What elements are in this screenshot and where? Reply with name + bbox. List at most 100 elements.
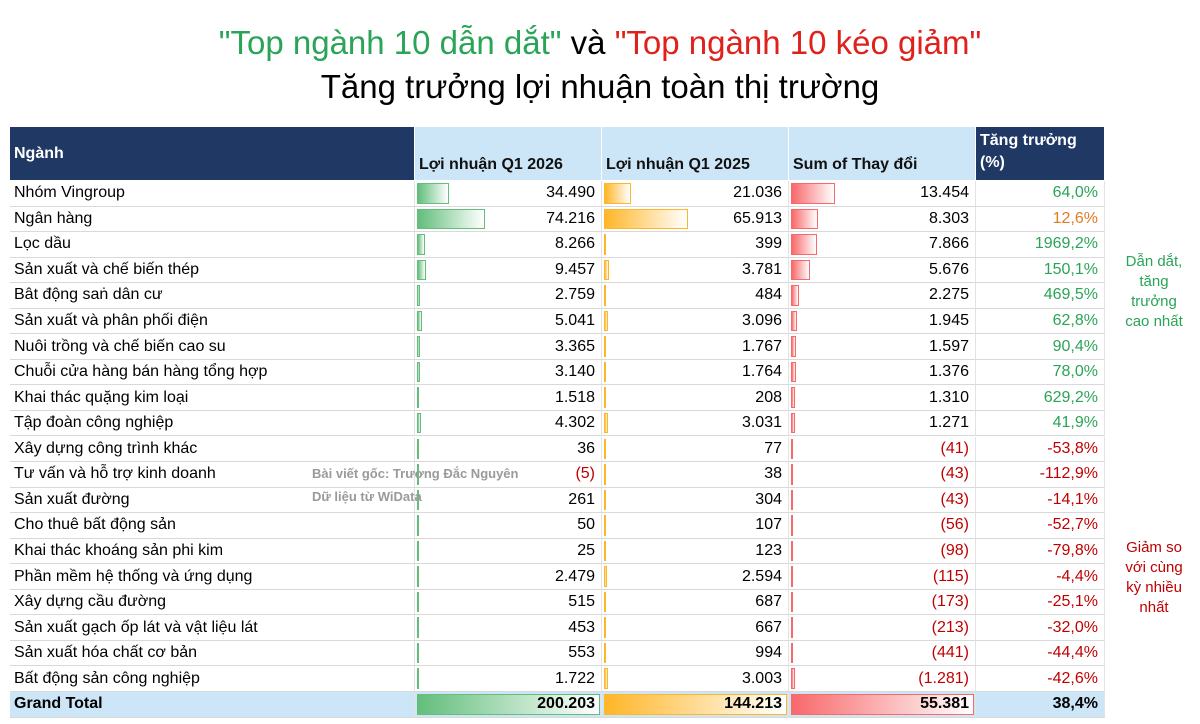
value-text: 3.096: [741, 312, 782, 330]
value-text: 62,8%: [1052, 312, 1098, 330]
value-cell: 8.266: [415, 232, 602, 258]
value-text: 208: [755, 388, 782, 406]
value-text: (41): [940, 439, 969, 457]
data-bar: [417, 617, 419, 638]
data-bar: [791, 642, 793, 664]
value-cell: 34.490: [415, 181, 602, 207]
value-cell: -4,4%: [976, 564, 1105, 590]
value-cell: 13.454: [789, 181, 976, 207]
value-cell: -112,9%: [976, 462, 1105, 488]
value-text: -14,1%: [1047, 490, 1098, 508]
value-text: 200.203: [537, 695, 595, 713]
data-bar: [791, 208, 819, 230]
value-cell: 150,1%: [976, 257, 1105, 284]
data-bar: [791, 285, 799, 306]
value-text: 1.597: [928, 337, 969, 355]
data-bar: [791, 412, 796, 434]
value-text: 304: [755, 490, 782, 508]
data-bar: [417, 234, 425, 255]
value-text: 1.271: [928, 414, 969, 432]
value-cell: 25: [415, 538, 602, 565]
value-text: 9.457: [554, 260, 595, 278]
value-cell: 1.518: [415, 385, 602, 411]
row-label: Ngân hàng: [10, 206, 415, 233]
data-bar: [791, 234, 817, 255]
value-cell: 90,4%: [976, 334, 1105, 360]
value-cell: -25,1%: [976, 589, 1105, 616]
value-cell: 9.457: [415, 257, 602, 284]
data-bar: [604, 259, 609, 281]
data-bar: [791, 438, 793, 460]
value-cell: -52,7%: [976, 513, 1105, 539]
value-cell: 484: [602, 283, 789, 309]
value-text: 144.213: [724, 695, 782, 713]
value-cell: 50: [415, 513, 602, 539]
data-bar: [604, 336, 607, 357]
value-cell: 994: [602, 640, 789, 667]
data-bar: [791, 259, 810, 281]
value-cell: 2.759: [415, 283, 602, 309]
value-text: 994: [755, 644, 782, 662]
total-label: Grand Total: [10, 692, 415, 718]
data-bar: [417, 412, 421, 434]
value-cell: 41,9%: [976, 410, 1105, 437]
data-bar: [791, 464, 793, 485]
data-bar: [417, 694, 600, 715]
value-cell: 5.676: [789, 257, 976, 284]
data-bar: [604, 617, 606, 638]
data-bar: [417, 208, 485, 230]
value-text: -4,4%: [1056, 567, 1098, 585]
value-cell: 1.764: [602, 359, 789, 386]
value-text: -53,8%: [1047, 439, 1098, 457]
data-bar: [417, 310, 422, 332]
data-bar: [604, 642, 606, 664]
watermark: Dữ liệu từ WiData: [312, 489, 422, 504]
data-bar: [417, 642, 419, 664]
value-text: 55.381: [920, 695, 969, 713]
value-cell: 55.381: [789, 692, 976, 718]
watermark: Bài viết gốc: Trương Đắc Nguyên: [312, 466, 519, 481]
value-text: 553: [568, 644, 595, 662]
value-cell: (173): [789, 589, 976, 616]
value-cell: 3.096: [602, 308, 789, 335]
value-cell: 453: [415, 615, 602, 641]
value-cell: 1.722: [415, 666, 602, 692]
value-text: 5.041: [554, 312, 595, 330]
data-bar: [417, 183, 449, 204]
value-cell: 687: [602, 589, 789, 616]
value-text: 1.310: [928, 388, 969, 406]
value-text: 1969,2%: [1034, 235, 1098, 253]
data-bar: [417, 336, 421, 357]
header-text: Lợi nhuận Q1 2026: [419, 156, 563, 173]
value-text: -52,7%: [1047, 516, 1098, 534]
value-text: 1.945: [928, 312, 969, 330]
data-bar: [791, 336, 797, 357]
header-text: Tăng trưởng (%): [980, 132, 1077, 171]
value-text: (115): [932, 567, 969, 585]
value-text: (213): [931, 618, 969, 636]
value-cell: -53,8%: [976, 436, 1105, 463]
value-cell: 304: [602, 487, 789, 514]
value-cell: (115): [789, 564, 976, 590]
data-bar: [417, 464, 419, 485]
value-text: -79,8%: [1047, 541, 1098, 559]
row-label: Sản xuất hóa chất cơ bản: [10, 640, 415, 667]
value-text: 107: [755, 516, 782, 534]
value-cell: 78,0%: [976, 359, 1105, 386]
data-bar: [791, 515, 793, 536]
value-cell: 144.213: [602, 692, 789, 718]
value-text: (56): [940, 516, 969, 534]
data-bar: [417, 591, 419, 613]
value-text: 515: [568, 593, 595, 611]
title-part: và: [561, 24, 615, 61]
value-text: 1.764: [741, 363, 782, 381]
data-bar: [604, 438, 606, 460]
value-cell: 1.310: [789, 385, 976, 411]
row-label: Tư vấn và hỗ trợ kinh doanh: [10, 462, 415, 488]
value-cell: 38: [602, 462, 789, 488]
title-part: "Top ngành 10 dẫn dắt": [218, 24, 562, 61]
data-bar: [791, 617, 793, 638]
title-part: "Top ngành 10 kéo giảm": [614, 24, 982, 61]
data-bar: [791, 668, 796, 689]
value-cell: 1.767: [602, 334, 789, 360]
